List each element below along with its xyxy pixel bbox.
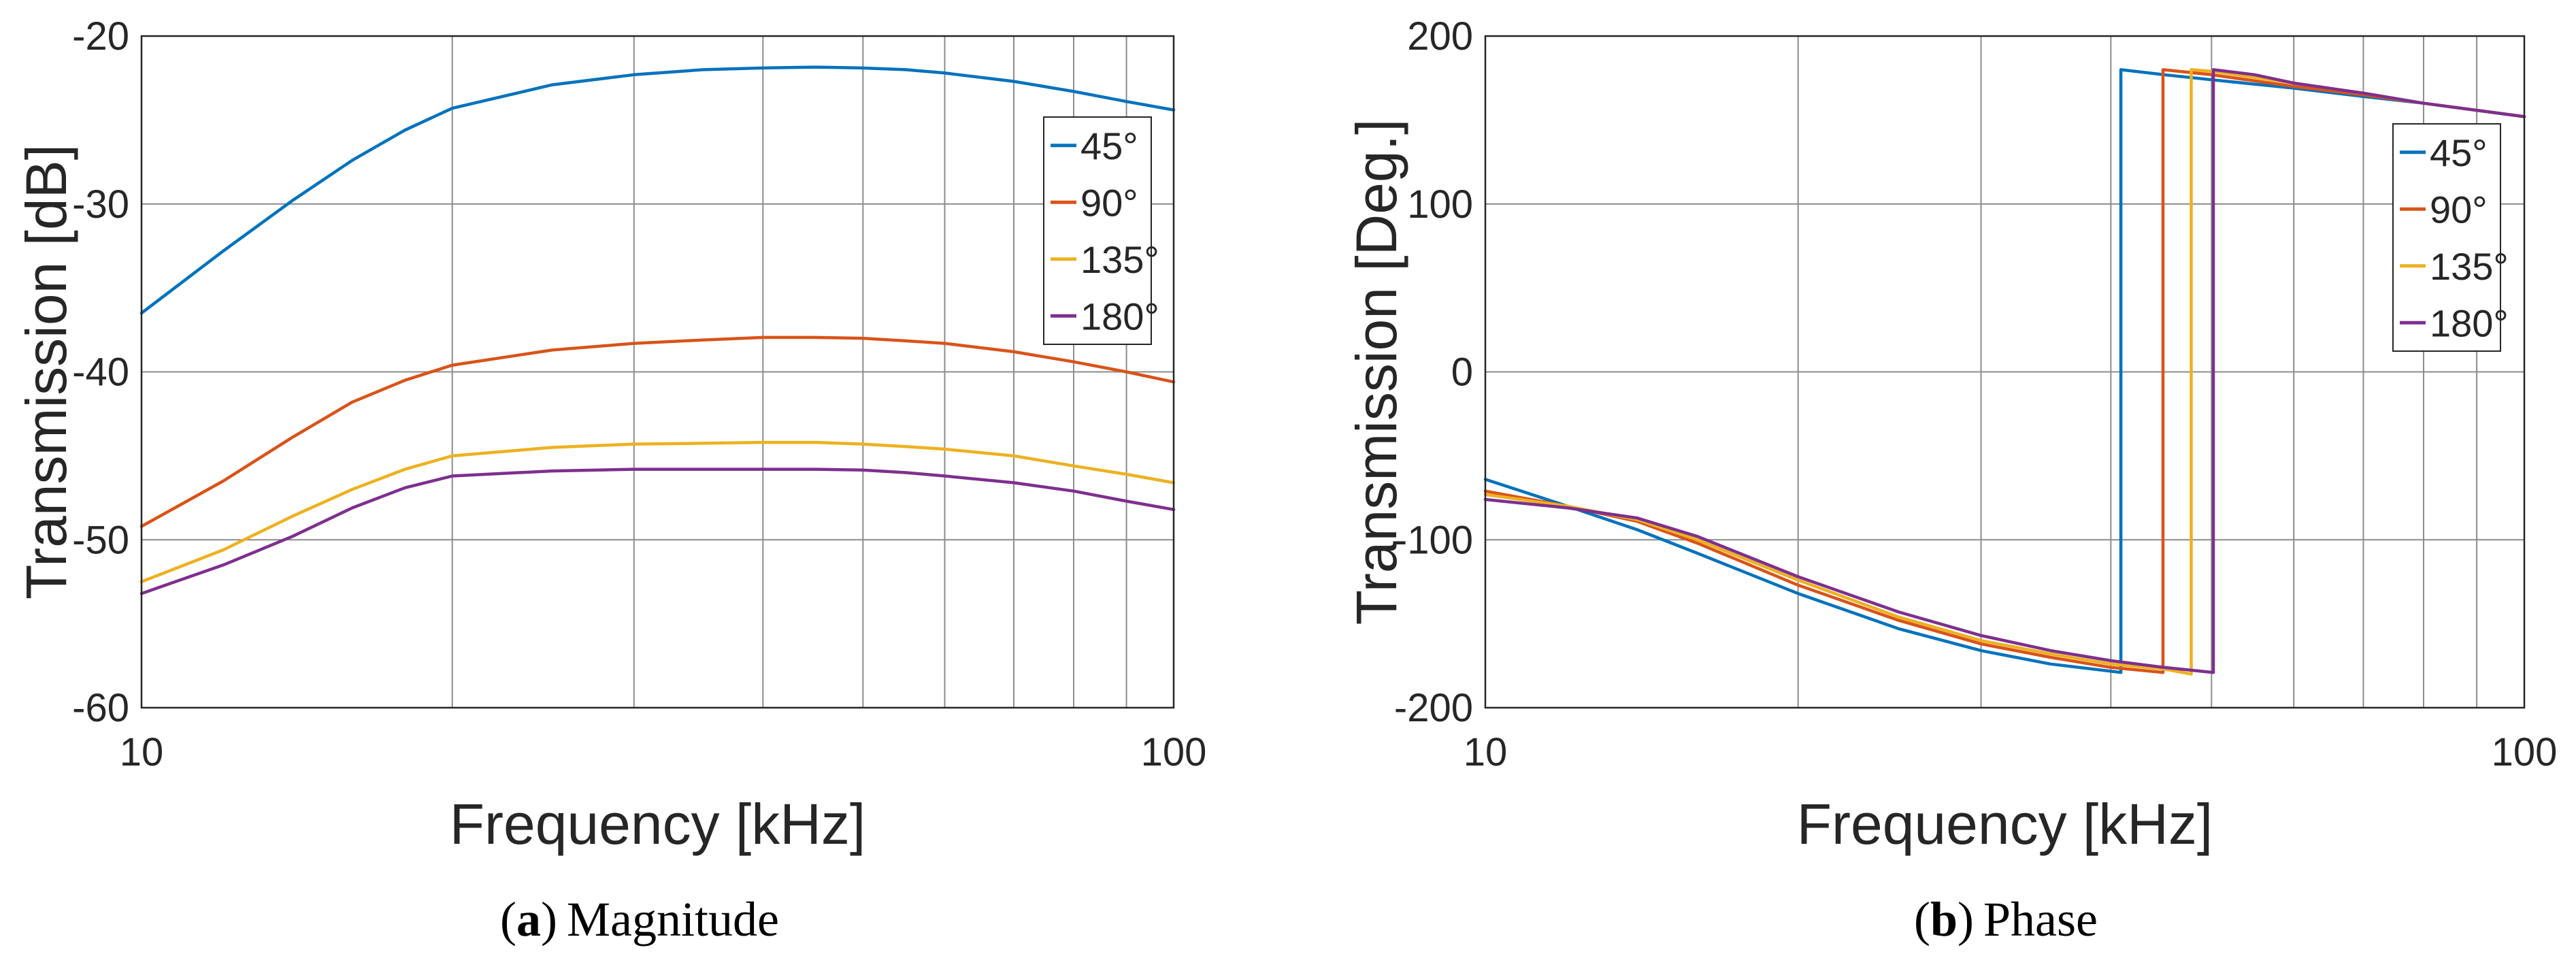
y-tick-label: -50 xyxy=(72,518,129,562)
y-tick-label: -30 xyxy=(72,182,129,227)
y-tick-label: -100 xyxy=(1394,518,1473,562)
legend-label: 45° xyxy=(1080,125,1138,167)
caption-text: Phase xyxy=(1983,892,2098,947)
y-tick-label: -40 xyxy=(72,350,129,395)
legend: 45° 90° 135° 180° xyxy=(1043,116,1159,345)
series-line xyxy=(139,440,1176,584)
caption-label: b xyxy=(1930,892,1958,947)
series-line xyxy=(139,65,1176,315)
y-tick-label: -20 xyxy=(72,14,129,59)
phase-chart: -200 -100 0 100 200 10 100 Frequency [kHz] Tra… xyxy=(1344,14,2557,947)
caption-label: a xyxy=(516,892,541,947)
x-tick-label: 10 xyxy=(1464,730,1508,774)
y-tick-label: 100 xyxy=(1407,182,1473,227)
legend-label: 45° xyxy=(2430,131,2488,174)
y-tick-label: -200 xyxy=(1394,686,1473,730)
legend-label: 135° xyxy=(1080,238,1159,281)
x-tick-label: 100 xyxy=(2492,730,2558,774)
series-line xyxy=(139,335,1176,528)
plot-frame xyxy=(1484,35,2526,709)
caption-magnitude: (a) Magnitude xyxy=(500,892,779,947)
series-line xyxy=(139,467,1176,595)
y-axis-label: Transmission [Deg.] xyxy=(1344,119,1408,625)
y-tick-label: -60 xyxy=(72,686,129,730)
x-tick-label: 10 xyxy=(120,730,164,774)
series-line xyxy=(1483,68,2526,674)
legend-box xyxy=(2392,123,2501,352)
x-axis-label: Frequency [kHz] xyxy=(1797,792,2213,856)
caption-text: Magnitude xyxy=(567,892,779,947)
legend: 45° 90° 135° 180° xyxy=(2392,123,2509,352)
x-tick-label: 100 xyxy=(1141,730,1207,774)
legend-box xyxy=(1043,116,1152,345)
legend-label: 180° xyxy=(2430,301,2509,344)
magnitude-chart: -60 -50 -40 -30 -20 10 100 Frequency [kHz] Tra… xyxy=(14,14,1206,947)
legend-label: 90° xyxy=(1080,181,1138,224)
x-axis-label: Frequency [kHz] xyxy=(450,792,866,856)
series-line xyxy=(1483,68,2526,674)
y-tick-label: 0 xyxy=(1451,350,1473,395)
legend-label: 135° xyxy=(2430,245,2509,288)
y-tick-label: 200 xyxy=(1407,14,1473,59)
y-axis-label: Transmission [dB] xyxy=(14,144,78,600)
caption-phase: (b) Phase xyxy=(1914,892,2098,947)
legend-label: 90° xyxy=(2430,188,2488,231)
series-line xyxy=(1483,68,2526,674)
legend-label: 180° xyxy=(1080,295,1159,338)
plot-frame xyxy=(140,35,1175,709)
